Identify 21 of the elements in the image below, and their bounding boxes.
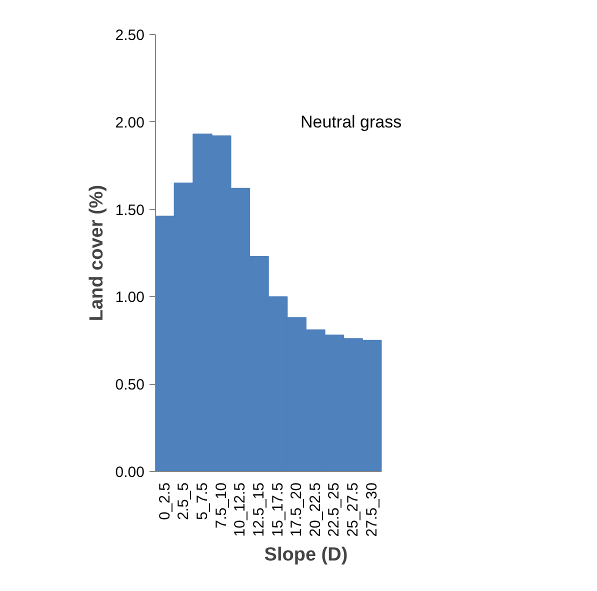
x-tick-label: 17.5_20	[288, 482, 306, 537]
x-axis-title: Slope (D)	[264, 544, 348, 566]
x-tick-label: 20_22.5	[306, 482, 324, 537]
annotation: Neutral grass	[300, 112, 402, 132]
x-tick-label: 15_17.5	[269, 482, 286, 537]
y-tick-label: 0.00	[115, 464, 145, 481]
y-tick-label: 0.50	[115, 376, 145, 394]
x-tick-label: 25_27.5	[344, 482, 362, 537]
y-tick-label: 1.50	[115, 202, 145, 219]
x-tick-label: 2.5_5	[175, 482, 192, 520]
x-tick-label: 27.5_30	[363, 482, 380, 537]
x-tick-label: 10_12.5	[232, 482, 249, 537]
y-tick-label: 2.00	[115, 114, 145, 132]
x-tick-label: 0_2.5	[156, 482, 174, 520]
x-tick-label: 12.5_15	[250, 482, 268, 537]
y-tick-label: 1.00	[115, 289, 145, 306]
y-axis-title: Land cover (%)	[86, 184, 108, 322]
x-tick-label: 5_7.5	[194, 482, 212, 520]
x-tick-label: 7.5_10	[212, 482, 230, 528]
x-tick-label: 22.5_25	[326, 482, 343, 537]
y-tick-label: 2.50	[115, 27, 145, 44]
